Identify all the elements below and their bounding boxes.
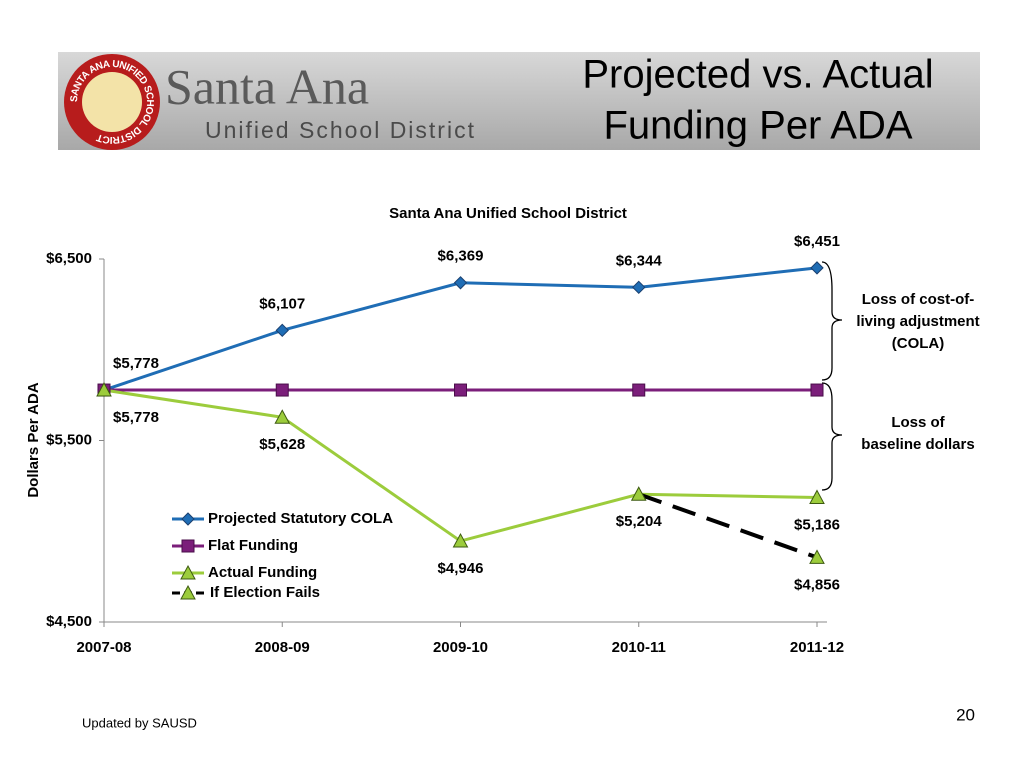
- brace: [821, 382, 843, 491]
- marker: [809, 489, 825, 504]
- marker: [274, 409, 291, 424]
- marker: [452, 532, 469, 548]
- marker: [632, 383, 646, 397]
- data-label: $5,186: [794, 516, 840, 533]
- x-tick-label: 2011-12: [790, 639, 844, 656]
- data-label: $6,107: [259, 295, 305, 312]
- page-number: 20: [956, 705, 975, 724]
- marker: [180, 564, 196, 580]
- footer: Updated by SAUSD: [82, 715, 197, 730]
- marker: [181, 512, 195, 526]
- data-label: $5,204: [616, 513, 663, 530]
- legend-label: If Election Fails: [210, 584, 320, 601]
- y-tick-label: $5,500: [46, 431, 92, 448]
- marker: [180, 584, 196, 600]
- marker: [453, 276, 468, 290]
- data-label: $6,451: [794, 233, 840, 250]
- annotation: (COLA): [892, 335, 945, 352]
- x-tick-label: 2007-08: [76, 639, 131, 656]
- x-tick-label: 2008-09: [255, 639, 310, 656]
- marker: [810, 261, 824, 275]
- marker: [810, 383, 824, 397]
- marker: [275, 323, 289, 338]
- annotation: Loss of: [891, 414, 945, 431]
- marker: [454, 383, 467, 397]
- data-label: $5,778: [113, 355, 159, 372]
- data-label: $4,856: [794, 576, 840, 593]
- legend-label: Actual Funding: [208, 564, 317, 581]
- brace: [821, 261, 843, 381]
- x-tick-label: 2010-11: [612, 639, 666, 656]
- data-label: $6,369: [438, 248, 484, 265]
- x-tick-label: 2009-10: [433, 639, 488, 656]
- marker: [632, 280, 646, 295]
- logo-name: Santa Ana: [165, 58, 369, 114]
- slide-title: Projected vs. Actual: [582, 53, 933, 97]
- y-tick-label: $6,500: [46, 250, 92, 267]
- marker: [809, 549, 825, 564]
- data-label: $4,946: [438, 560, 484, 577]
- slide-title: Funding Per ADA: [603, 104, 912, 148]
- header-band: [58, 52, 980, 150]
- y-axis-label: Dollars Per ADA: [25, 382, 42, 497]
- data-label: $5,628: [259, 436, 305, 453]
- annotation: Loss of cost-of-: [862, 291, 975, 308]
- annotation: living adjustment: [856, 313, 979, 330]
- marker: [275, 383, 289, 397]
- logo-sub: Unified School District: [205, 117, 476, 143]
- legend-label: Flat Funding: [208, 537, 298, 554]
- series-line: [638, 492, 818, 560]
- marker: [96, 381, 112, 397]
- annotation: baseline dollars: [861, 436, 974, 453]
- chart-title: Santa Ana Unified School District: [389, 205, 627, 222]
- logo-center: [82, 72, 142, 132]
- data-label: $6,344: [616, 252, 663, 269]
- legend-label: Projected Statutory COLA: [208, 510, 393, 527]
- marker: [181, 539, 195, 553]
- data-label: $5,778: [113, 409, 159, 426]
- marker: [630, 486, 647, 501]
- y-tick-label: $4,500: [46, 613, 92, 630]
